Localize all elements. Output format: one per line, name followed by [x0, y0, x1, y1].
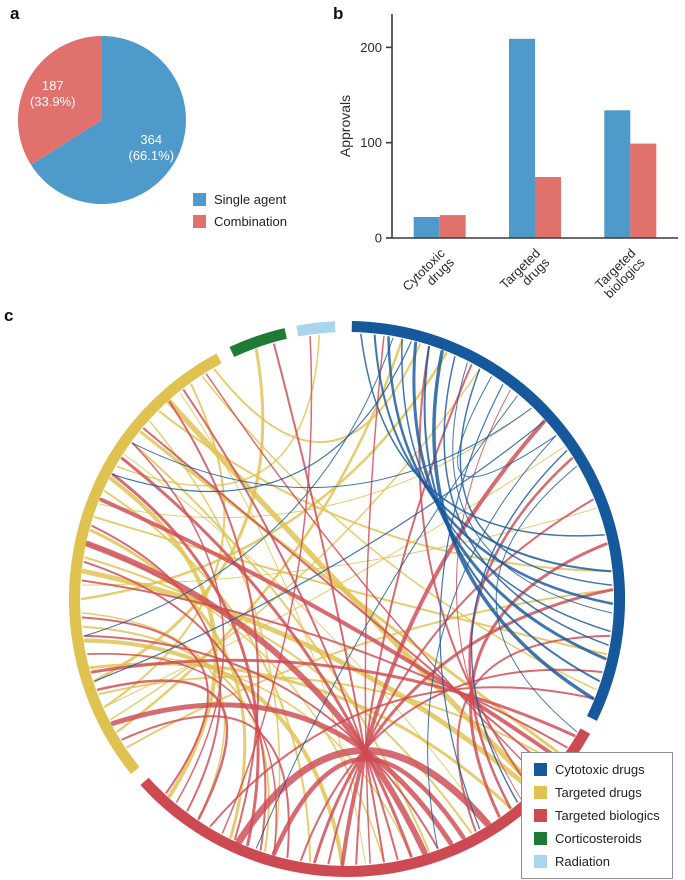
legend-label: Targeted biologics — [555, 808, 660, 823]
panel-a-label: a — [10, 4, 20, 23]
legend-label: Corticosteroids — [555, 831, 642, 846]
pie-legend: Single agent Combination — [193, 192, 287, 229]
svg-text:0: 0 — [375, 231, 382, 246]
y-axis-label: Approvals — [337, 95, 353, 157]
cytotoxic-drugs-swatch — [534, 763, 547, 776]
legend-label: Targeted drugs — [555, 785, 642, 800]
single-agent-swatch — [193, 193, 206, 206]
bar-chart: 0 100 200 Cytotoxicdrugs Targeteddrugs Target… — [337, 14, 678, 303]
legend-item: Combination — [193, 214, 287, 229]
corticosteroids-swatch — [534, 832, 547, 845]
svg-text:Cytotoxicdrugs: Cytotoxicdrugs — [399, 245, 457, 303]
legend-item: Targeted biologics — [534, 808, 660, 823]
panel-b-label: b — [333, 4, 344, 23]
legend-item: Cytotoxic drugs — [534, 762, 660, 777]
svg-text:364(66.1%): 364 (66.1%) — [129, 132, 175, 163]
radiation-swatch — [534, 855, 547, 868]
svg-text:100: 100 — [360, 135, 382, 150]
svg-text:Targeteddrugs: Targeteddrugs — [497, 245, 553, 301]
svg-text:200: 200 — [360, 40, 382, 55]
combination-swatch — [193, 215, 206, 228]
legend-label: Single agent — [214, 192, 287, 207]
legend-item: Radiation — [534, 854, 660, 869]
legend-item: Targeted drugs — [534, 785, 660, 800]
legend-item: Corticosteroids — [534, 831, 660, 846]
chord-diagram — [68, 321, 626, 877]
pie-chart: 364 (66.1%) 187 (33.9%) — [18, 36, 187, 204]
legend-label: Cytotoxic drugs — [555, 762, 645, 777]
targeted-biologics-swatch — [534, 809, 547, 822]
targeted-drugs-swatch — [534, 786, 547, 799]
panel-c-label: c — [4, 306, 14, 325]
svg-text:Targetedbiologics: Targetedbiologics — [592, 245, 648, 301]
svg-text:187(33.9%): 187 (33.9%) — [30, 78, 76, 109]
legend-label: Radiation — [555, 854, 610, 869]
legend-item: Single agent — [193, 192, 287, 207]
legend-label: Combination — [214, 214, 287, 229]
chord-legend: Cytotoxic drugs Targeted drugs Targeted … — [521, 752, 673, 879]
